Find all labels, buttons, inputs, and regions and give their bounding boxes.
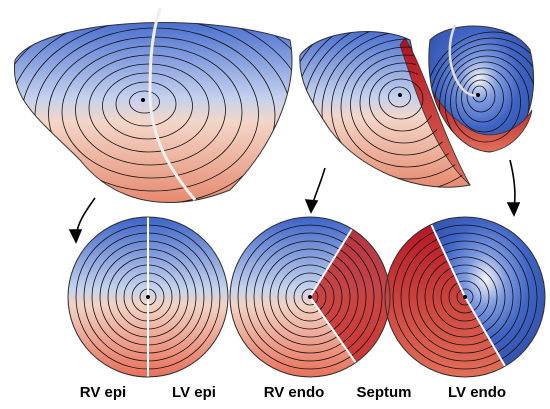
contour: [253, 240, 367, 354]
disc-center: [146, 295, 150, 299]
heart-right: [428, 24, 535, 153]
contour: [261, 248, 359, 346]
label: LV epi: [172, 384, 216, 401]
contour: [245, 232, 375, 362]
contour: [432, 264, 498, 330]
label: LV endo: [448, 384, 506, 401]
contour: [444, 55, 530, 152]
disc-2: [230, 217, 390, 377]
contour: [340, 46, 470, 168]
label: RV epi: [80, 384, 126, 401]
contour: [88, 63, 210, 153]
label: Septum: [356, 384, 411, 401]
contour: [102, 72, 193, 140]
contour: [115, 81, 177, 127]
contour: [269, 256, 351, 338]
disc-center: [308, 295, 312, 299]
contour: [455, 67, 513, 133]
contour: [237, 224, 383, 370]
contour: [285, 272, 335, 322]
contour: [448, 280, 482, 314]
contour: [450, 61, 521, 143]
label: RV endo: [264, 384, 325, 401]
disc-center: [463, 295, 467, 299]
contour: [416, 248, 514, 346]
contour: [321, 31, 470, 188]
contour: [392, 224, 538, 370]
contour: [466, 79, 496, 113]
contour: [301, 288, 319, 306]
disc-outline: [67, 216, 229, 378]
contour: [388, 86, 411, 108]
contour: [428, 31, 534, 152]
arrows: [68, 159, 521, 244]
contour: [129, 90, 160, 114]
disc-outline: [384, 216, 546, 378]
contour: [440, 272, 490, 322]
contour: [428, 37, 534, 152]
contour: [456, 288, 474, 306]
disc-outline: [229, 216, 391, 378]
contour: [461, 73, 504, 123]
contour: [277, 264, 343, 330]
contour: [408, 240, 522, 354]
contour: [293, 280, 327, 314]
contour: [378, 78, 424, 120]
contour: [424, 256, 506, 338]
contour: [400, 232, 530, 362]
contour: [439, 49, 534, 152]
